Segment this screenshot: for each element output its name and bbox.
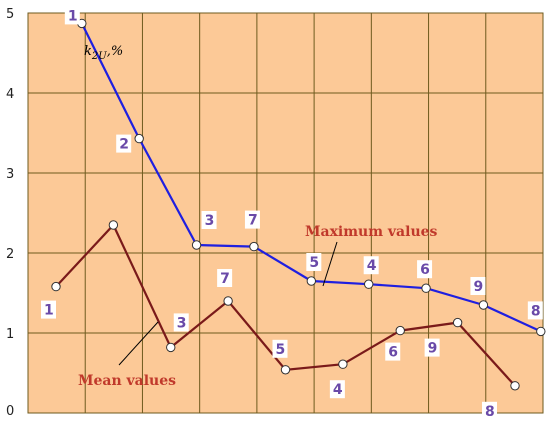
point-label-box xyxy=(470,277,486,295)
mean-values-point xyxy=(452,317,463,328)
y-tick-label: 1 xyxy=(6,327,14,342)
y-axis-label-sub: 2U xyxy=(91,51,107,62)
max-values-point xyxy=(421,283,431,293)
mean-values-point xyxy=(395,325,405,336)
y-tick-label: 3 xyxy=(6,167,14,182)
point-label: 3 xyxy=(177,315,187,331)
mean-values-point xyxy=(166,342,176,353)
point-label: 5 xyxy=(309,255,319,271)
legend-mean-leader xyxy=(118,321,159,366)
point-label: 9 xyxy=(428,341,438,357)
y-axis-ticks: 0 1 2 3 4 5 xyxy=(6,7,14,419)
mean-values-point xyxy=(108,220,119,230)
y-tick-label: 4 xyxy=(6,87,14,102)
point-label-box xyxy=(385,342,401,361)
y-axis-label-base: k xyxy=(84,44,92,59)
legend-max-label: Maximum values xyxy=(305,224,438,240)
mean-values-point xyxy=(51,281,61,292)
point-label: 1 xyxy=(44,303,54,319)
point-label: 2 xyxy=(119,137,129,153)
y-tick-label: 5 xyxy=(6,7,14,22)
point-label: 9 xyxy=(473,279,483,295)
point-label: 1 xyxy=(68,8,78,24)
y-tick-label: 2 xyxy=(6,247,14,262)
max-values-point xyxy=(478,300,489,310)
point-label-box xyxy=(482,401,497,420)
legend-mean-label: Mean values xyxy=(78,373,176,389)
max-values-point xyxy=(134,133,144,144)
max-values-point xyxy=(306,276,317,286)
point-label: 7 xyxy=(220,271,230,287)
mean-values-point xyxy=(223,296,233,306)
max-values-point xyxy=(363,279,374,289)
point-labels: 1 2 3 7 5 4 6 9 8 1 3 7 5 4 6 9 8 xyxy=(41,6,543,420)
y-axis-label: k2U,% xyxy=(84,44,123,62)
point-label-box xyxy=(306,253,322,271)
point-label: 8 xyxy=(531,303,541,319)
max-values-point xyxy=(249,241,259,252)
point-label: 4 xyxy=(367,258,377,274)
point-label-box xyxy=(424,338,440,357)
point-label-box xyxy=(417,260,433,279)
point-label: 6 xyxy=(388,345,398,361)
point-label-box xyxy=(329,380,345,399)
series-layer xyxy=(51,18,546,391)
point-label: 7 xyxy=(248,213,258,229)
y-axis-label-suffix: ,% xyxy=(107,44,124,59)
point-label-box xyxy=(217,269,233,287)
point-label-box xyxy=(41,300,56,319)
y-tick-label: 0 xyxy=(6,404,14,419)
point-label-box xyxy=(272,339,288,358)
point-label-box xyxy=(363,256,379,275)
max-values-point xyxy=(191,240,202,250)
mean-values-point xyxy=(510,381,520,391)
max-values-point xyxy=(536,326,546,337)
mean-values-point xyxy=(280,365,291,375)
legend-max-leader xyxy=(322,241,338,287)
point-label-box xyxy=(116,134,132,153)
point-label-box xyxy=(173,313,189,332)
point-label-box xyxy=(527,301,543,320)
mean-values-point xyxy=(338,359,348,369)
point-label-box xyxy=(244,210,260,229)
point-label: 6 xyxy=(420,262,430,278)
point-label: 3 xyxy=(205,213,215,229)
point-label-box xyxy=(201,211,217,229)
point-label-box xyxy=(64,6,80,25)
point-label: 8 xyxy=(485,404,495,420)
point-label: 5 xyxy=(276,342,286,358)
point-label: 4 xyxy=(333,382,343,398)
